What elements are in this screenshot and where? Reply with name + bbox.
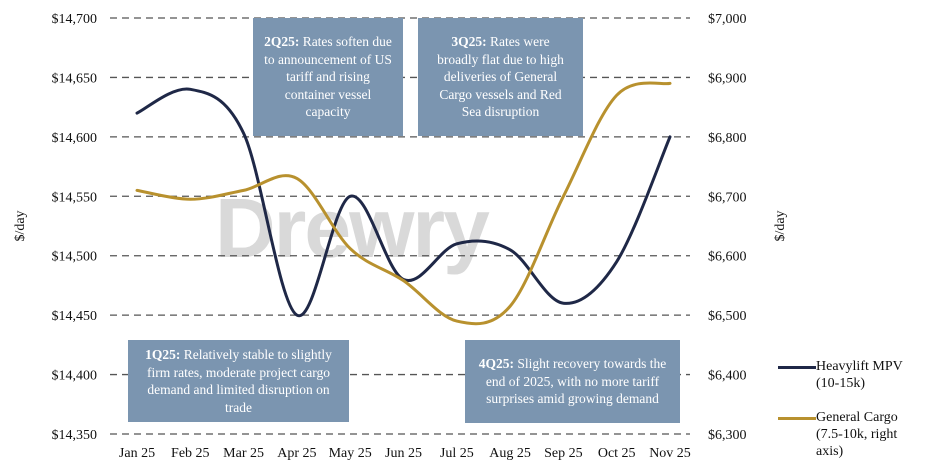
annotation-4q25: 4Q25: Slight recovery towards the end of… — [465, 340, 680, 423]
y-tick-label: $14,700 — [52, 12, 98, 27]
x-tick-label: Jan 25 — [119, 446, 155, 461]
y-tick-label: $14,650 — [52, 71, 98, 86]
x-tick-label: Oct 25 — [598, 446, 636, 461]
x-tick-label: Nov 25 — [649, 446, 691, 461]
y2-tick-label: $6,500 — [708, 309, 747, 324]
y-tick-label: $14,400 — [52, 369, 98, 384]
legend-swatch — [778, 417, 816, 420]
annotation-prefix: 4Q25: — [478, 356, 515, 372]
y-axis-label: $/day — [13, 210, 28, 241]
y2-axis-label: $/day — [773, 210, 788, 241]
annotation-text: Relatively stable to slightly firm rates… — [146, 347, 332, 415]
y2-tick-label: $6,600 — [708, 250, 747, 265]
annotation-prefix: 3Q25: — [451, 34, 487, 50]
x-tick-label: Apr 25 — [277, 446, 316, 461]
y2-tick-label: $6,900 — [708, 71, 747, 86]
annotation-prefix: 1Q25: — [145, 347, 181, 362]
x-tick-label: Mar 25 — [223, 446, 264, 461]
annotation-1q25: 1Q25: Relatively stable to slightly firm… — [128, 340, 349, 422]
annotation-text: Rates were broadly flat due to high deli… — [437, 34, 564, 120]
y-tick-label: $14,450 — [52, 309, 98, 324]
annotation-3q25: 3Q25: Rates were broadly flat due to hig… — [418, 18, 583, 136]
series-line-heavylift — [135, 87, 672, 317]
annotation-2q25: 2Q25: Rates soften due to announcement o… — [253, 18, 403, 136]
x-tick-label: Aug 25 — [489, 446, 531, 461]
legend-swatch — [778, 366, 816, 369]
y2-tick-label: $7,000 — [708, 12, 747, 27]
legend-label: Heavylift MPV (10-15k) — [816, 359, 903, 391]
x-tick-label: Sep 25 — [544, 446, 583, 461]
x-tick-label: Jul 25 — [440, 446, 474, 461]
x-tick-label: May 25 — [329, 446, 372, 461]
y2-tick-label: $6,700 — [708, 190, 747, 205]
y-tick-label: $14,550 — [52, 190, 98, 205]
annotation-text: Slight recovery towards the end of 2025,… — [485, 356, 667, 407]
annotation-prefix: 2Q25: — [264, 34, 300, 50]
legend-item-heavylift: Heavylift MPV (10-15k) — [778, 358, 926, 392]
annotation-text: Rates soften due to announcement of US t… — [264, 34, 392, 120]
y-tick-label: $14,600 — [52, 131, 98, 146]
x-tick-label: Jun 25 — [385, 446, 422, 461]
y2-tick-label: $6,800 — [708, 131, 747, 146]
y-tick-label: $14,350 — [52, 428, 98, 443]
y2-tick-label: $6,400 — [708, 369, 747, 384]
y-tick-label: $14,500 — [52, 250, 98, 265]
y2-tick-label: $6,300 — [708, 428, 747, 443]
x-tick-label: Feb 25 — [171, 446, 210, 461]
legend-label: General Cargo (7.5-10k, right axis) — [816, 410, 898, 459]
legend-item-general-cargo: General Cargo (7.5-10k, right axis) — [778, 409, 916, 460]
series-line-general-cargo — [135, 81, 672, 326]
